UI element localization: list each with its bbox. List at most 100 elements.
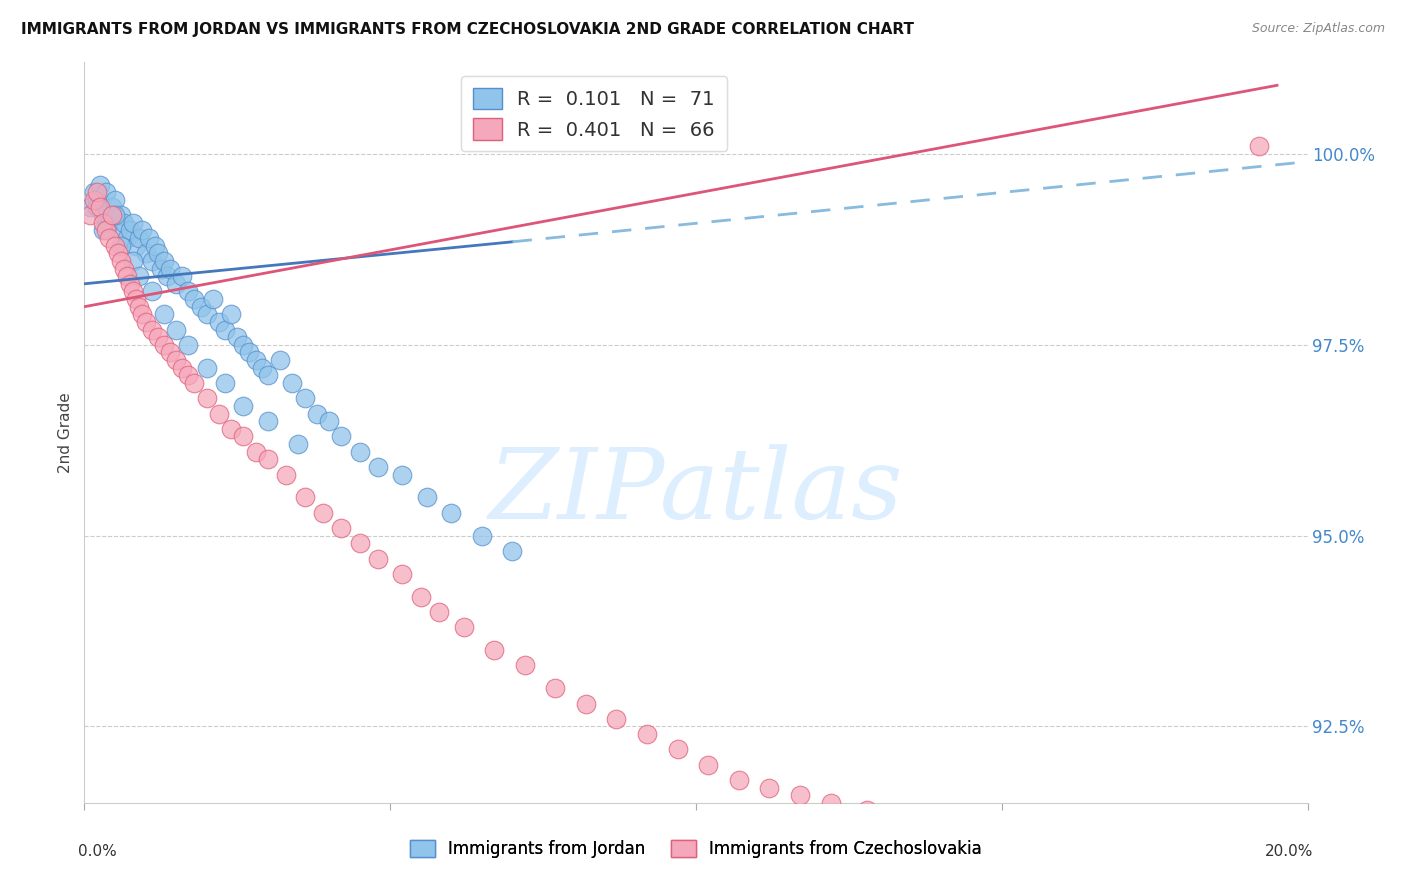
Point (330, 521, 353, 535)
Point (208, 407, 231, 421)
Point (146, 246, 169, 260)
Point (257, 452, 280, 467)
Point (128, 231, 150, 245)
Point (97, 216, 120, 230)
Point (887, 811, 910, 825)
Point (135, 246, 157, 260)
Point (948, 826, 970, 840)
Point (1010, 834, 1032, 848)
Point (104, 193, 127, 207)
Point (666, 742, 689, 756)
Point (575, 697, 598, 711)
Point (636, 727, 658, 741)
Point (257, 414, 280, 428)
Point (172, 360, 194, 375)
Point (159, 261, 181, 276)
Point (94, 185, 117, 199)
Point (1137, 834, 1160, 848)
Point (416, 491, 439, 505)
Point (83, 193, 105, 207)
Point (727, 772, 749, 787)
Point (238, 345, 260, 359)
Point (149, 261, 172, 276)
Point (120, 277, 142, 291)
Point (115, 269, 138, 284)
Point (391, 467, 413, 482)
Point (159, 345, 181, 359)
Text: IMMIGRANTS FROM JORDAN VS IMMIGRANTS FROM CZECHOSLOVAKIA 2ND GRADE CORRELATION C: IMMIGRANTS FROM JORDAN VS IMMIGRANTS FRO… (21, 22, 914, 37)
Point (232, 429, 254, 443)
Point (183, 376, 205, 390)
Point (276, 467, 298, 482)
Point (367, 460, 389, 475)
Point (605, 712, 627, 726)
Point (101, 201, 124, 215)
Point (245, 444, 267, 458)
Point (165, 277, 187, 291)
Point (97, 231, 120, 245)
Point (427, 605, 450, 619)
Point (820, 796, 842, 810)
Point (1076, 834, 1098, 848)
Point (112, 261, 135, 276)
Point (141, 322, 163, 336)
Point (195, 391, 218, 405)
Point (453, 620, 475, 634)
Point (101, 208, 124, 222)
Text: 20.0%: 20.0% (1265, 844, 1313, 858)
Point (219, 307, 242, 321)
Point (208, 315, 231, 329)
Point (165, 353, 187, 368)
Point (131, 223, 153, 237)
Point (318, 414, 340, 428)
Point (120, 223, 142, 237)
Point (156, 269, 179, 284)
Point (104, 238, 127, 252)
Point (165, 322, 187, 336)
Point (112, 216, 135, 230)
Point (79, 208, 101, 222)
Point (122, 216, 145, 230)
Point (281, 376, 304, 390)
Point (128, 269, 150, 284)
Point (143, 238, 166, 252)
Point (482, 643, 505, 657)
Point (232, 399, 254, 413)
Point (125, 292, 148, 306)
Point (122, 253, 145, 268)
Point (146, 330, 169, 344)
Point (128, 300, 150, 314)
Point (135, 315, 157, 329)
Point (287, 437, 309, 451)
Point (917, 819, 939, 833)
Point (349, 444, 371, 458)
Point (141, 285, 163, 299)
Point (91, 216, 114, 230)
Point (115, 231, 138, 245)
Point (79, 201, 101, 215)
Point (86, 201, 108, 215)
Point (153, 338, 176, 352)
Point (141, 253, 163, 268)
Point (232, 338, 254, 352)
Point (513, 658, 536, 673)
Text: Source: ZipAtlas.com: Source: ZipAtlas.com (1251, 22, 1385, 36)
Y-axis label: 2nd Grade: 2nd Grade (58, 392, 73, 473)
Point (83, 185, 105, 199)
Point (367, 551, 389, 566)
Point (269, 353, 291, 368)
Point (172, 269, 194, 284)
Point (391, 566, 413, 581)
Point (440, 506, 463, 520)
Point (91, 223, 114, 237)
Point (305, 407, 328, 421)
Point (104, 208, 127, 222)
Point (349, 536, 371, 550)
Point (153, 307, 176, 321)
Point (214, 322, 236, 336)
Text: ZIPatlas: ZIPatlas (489, 444, 903, 540)
Point (789, 788, 811, 802)
Point (110, 208, 132, 222)
Point (219, 422, 242, 436)
Point (1046, 834, 1069, 848)
